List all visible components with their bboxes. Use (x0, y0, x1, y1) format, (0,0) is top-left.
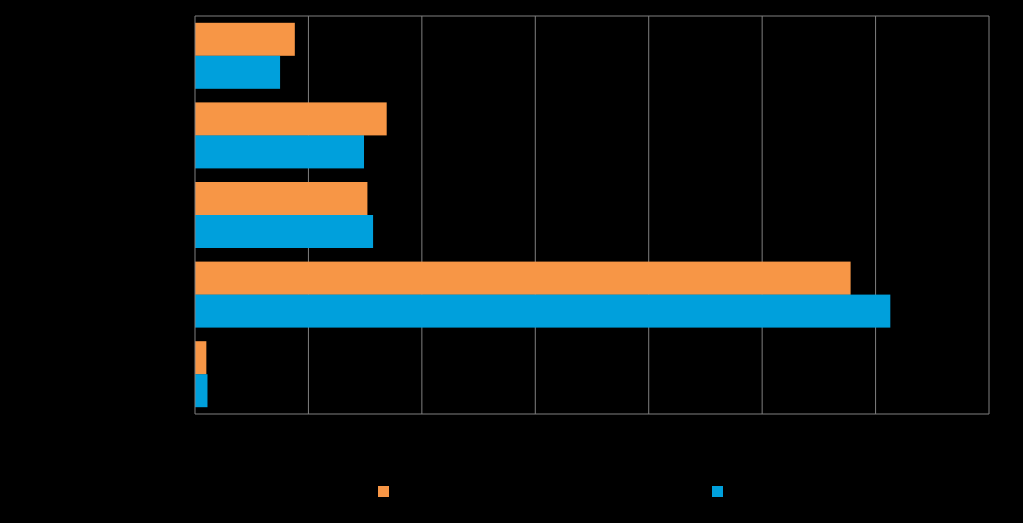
bar (195, 135, 365, 169)
bar (195, 261, 851, 295)
bar (195, 215, 374, 248)
bar (195, 341, 207, 375)
bar (195, 102, 387, 136)
legend-swatch (712, 486, 723, 497)
bar (195, 374, 208, 408)
bar (195, 55, 281, 89)
bar (195, 294, 891, 328)
bar (195, 22, 295, 56)
bar (195, 182, 368, 215)
legend-swatch (378, 486, 389, 497)
